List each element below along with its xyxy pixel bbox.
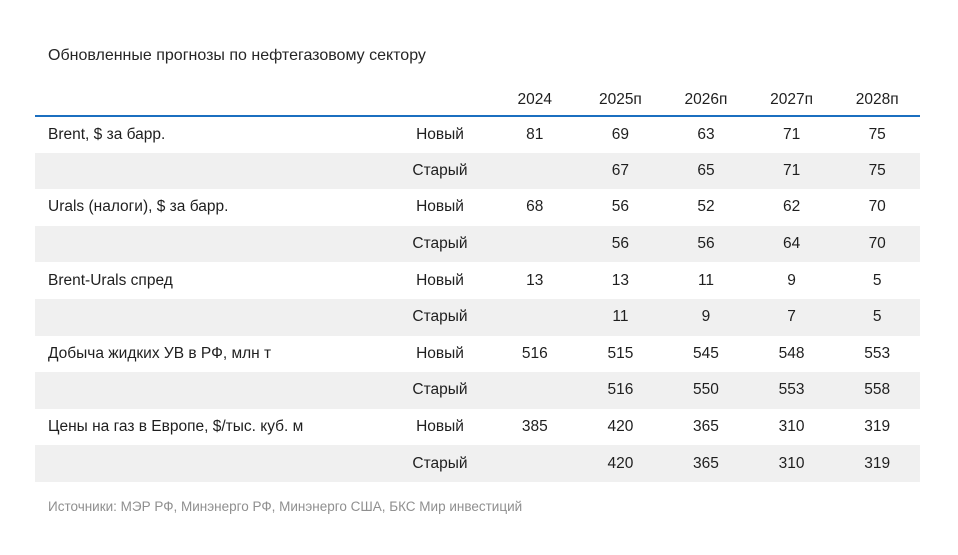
value-cell: 13 — [526, 271, 544, 289]
table-row: Цены на газ в Европе, $/тыс. куб. м Новый… — [35, 409, 920, 446]
value-cell: 516 — [521, 344, 548, 362]
value-cell: 5 — [872, 271, 882, 289]
value-cell: 56 — [611, 198, 630, 216]
scenario-cell: Новый — [416, 125, 464, 143]
value-cell: 553 — [748, 372, 835, 409]
value-cell: 9 — [663, 298, 749, 336]
value-cell: 63 — [697, 125, 715, 143]
scenario-cell: Новый — [416, 344, 464, 362]
value-cell: 11 — [697, 271, 715, 289]
metric-column-header — [35, 84, 388, 117]
value-cell: 11 — [577, 298, 664, 336]
table-row: Старый 516 550 553 558 — [35, 372, 920, 409]
value-cell: 548 — [778, 344, 805, 362]
value-cell: 70 — [868, 198, 886, 216]
value-cell: 545 — [693, 344, 719, 362]
value-cell: 558 — [834, 372, 920, 409]
value-cell: 516 — [577, 372, 664, 409]
value-cell: 64 — [748, 225, 835, 263]
value-cell: 65 — [663, 152, 749, 190]
forecast-table-body: Brent, $ за барр. Новый 81 69 63 71 75 Старый 67… — [35, 116, 920, 482]
table-row: Старый 56 56 64 70 — [35, 225, 920, 263]
metric-cell — [35, 445, 388, 482]
value-cell: 310 — [778, 418, 805, 436]
value-cell: 319 — [864, 418, 891, 436]
table-header-row: 2024 2025п 2026п 2027п 2028п — [35, 84, 920, 117]
value-cell — [492, 225, 578, 263]
value-cell: 550 — [663, 372, 749, 409]
scenario-cell: Старый — [388, 225, 492, 263]
page-title: Обновленные прогнозы по нефтегазовому се… — [48, 47, 426, 64]
table-row: Старый 11 9 7 5 — [35, 298, 920, 336]
value-cell: 71 — [782, 125, 801, 143]
year-column-header: 2026п — [663, 84, 749, 117]
scenario-cell: Старый — [388, 445, 492, 482]
metric-cell — [35, 152, 388, 190]
metric-cell: Добыча жидких УВ в РФ, млн т — [48, 344, 272, 362]
value-cell: 9 — [787, 271, 796, 289]
value-cell: 319 — [834, 445, 920, 482]
value-cell: 75 — [868, 125, 886, 143]
value-cell: 62 — [782, 198, 801, 216]
year-column-header: 2025п — [577, 84, 664, 117]
table-row: Brent-Urals спред Новый 13 13 11 9 5 — [35, 262, 920, 299]
value-cell: 70 — [834, 225, 920, 263]
year-column-header: 2028п — [834, 84, 920, 117]
table-row: Старый 420 365 310 319 — [35, 445, 920, 482]
value-cell — [492, 152, 578, 190]
value-cell: 69 — [611, 125, 630, 143]
value-cell: 75 — [834, 152, 920, 190]
metric-cell: Urals (налоги), $ за барр. — [48, 198, 229, 216]
value-cell: 56 — [577, 225, 664, 263]
table-row: Urals (налоги), $ за барр. Новый 68 56 52 62 7… — [35, 189, 920, 226]
value-cell: 365 — [693, 418, 719, 436]
scenario-cell: Новый — [416, 271, 464, 289]
year-column-header: 2024 — [492, 84, 578, 117]
scenario-cell: Новый — [416, 418, 464, 436]
value-cell: 515 — [607, 344, 634, 362]
value-cell: 13 — [611, 271, 630, 289]
value-cell: 67 — [577, 152, 664, 190]
value-cell: 420 — [577, 445, 664, 482]
metric-cell: Цены на газ в Европе, $/тыс. куб. м — [48, 418, 304, 436]
metric-cell — [35, 372, 388, 409]
value-cell — [492, 298, 578, 336]
value-cell: 52 — [697, 198, 715, 216]
value-cell: 420 — [607, 418, 634, 436]
scenario-cell: Новый — [416, 198, 464, 216]
value-cell — [492, 372, 578, 409]
value-cell — [492, 445, 578, 482]
value-cell: 71 — [748, 152, 835, 190]
scenario-column-header — [388, 84, 492, 117]
metric-cell — [35, 225, 388, 263]
value-cell: 81 — [526, 125, 544, 143]
table-row: Brent, $ за барр. Новый 81 69 63 71 75 — [35, 116, 920, 153]
value-cell: 56 — [663, 225, 749, 263]
value-cell: 68 — [526, 198, 544, 216]
table-row: Добыча жидких УВ в РФ, млн т Новый 516 515 5… — [35, 336, 920, 373]
metric-cell: Brent, $ за барр. — [48, 125, 166, 143]
value-cell: 5 — [834, 298, 920, 336]
year-column-header: 2027п — [748, 84, 835, 117]
metric-cell: Brent-Urals спред — [48, 271, 173, 289]
forecast-table: 2024 2025п 2026п 2027п 2028п Brent, $ за… — [35, 84, 920, 482]
scenario-cell: Старый — [388, 152, 492, 190]
scenario-cell: Старый — [388, 298, 492, 336]
value-cell: 385 — [521, 418, 548, 436]
scenario-cell: Старый — [388, 372, 492, 409]
source-note: Источники: МЭР РФ, Минэнерго РФ, Минэнер… — [48, 499, 523, 514]
value-cell: 7 — [748, 298, 835, 336]
value-cell: 365 — [663, 445, 749, 482]
value-cell: 310 — [748, 445, 835, 482]
value-cell: 553 — [864, 344, 891, 362]
table-row: Старый 67 65 71 75 — [35, 152, 920, 190]
metric-cell — [35, 298, 388, 336]
